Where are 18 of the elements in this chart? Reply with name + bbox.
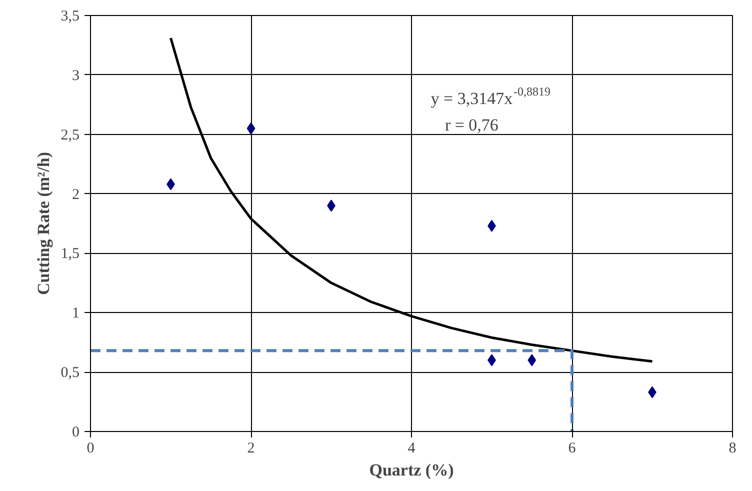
y-tick-label: 2,5 <box>60 127 80 144</box>
point <box>246 122 256 134</box>
annotation: r = 0,76 <box>444 115 498 134</box>
x-tick-label: 4 <box>408 440 416 456</box>
y-tick-label: 3,5 <box>60 8 80 24</box>
y-tick-label: 1 <box>72 306 80 322</box>
x-tick-label: 6 <box>568 440 576 456</box>
y-tick-label: 0,5 <box>60 365 80 382</box>
x-tick-label: 8 <box>728 440 736 456</box>
x-tick-label: 0 <box>86 440 94 456</box>
y-axis-title: Cutting Rate (m²/h) <box>34 152 53 295</box>
y-tick-label: 2 <box>72 186 80 203</box>
x-tick-label: 2 <box>247 440 255 456</box>
point <box>528 354 536 366</box>
y-tick-label: 1,5 <box>60 246 80 262</box>
y-tick-label: 3 <box>72 68 80 84</box>
y-tick-label: 0 <box>72 424 80 440</box>
x-axis-title: Quartz (%) <box>369 460 454 480</box>
